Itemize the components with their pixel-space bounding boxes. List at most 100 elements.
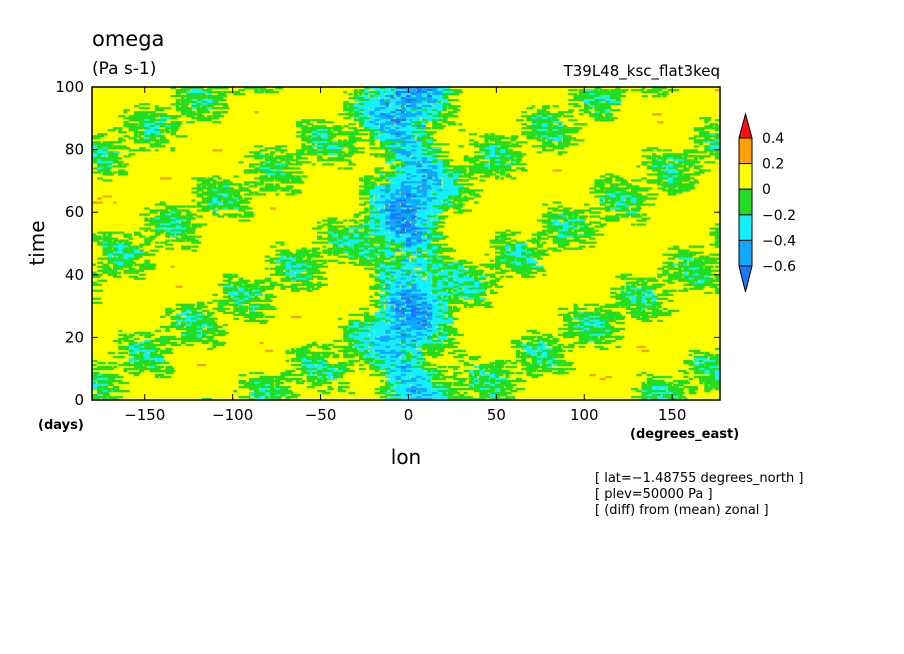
field-cell [495,245,504,248]
field-cell [557,143,570,146]
field-cell [290,163,302,166]
field-cell [620,197,627,200]
field-cell [406,319,413,322]
field-cell [406,231,414,234]
field-cell [395,133,404,136]
field-cell [489,241,501,244]
field-cell [479,271,484,274]
field-cell [411,153,419,156]
field-cell [400,183,405,186]
field-cell [102,269,115,272]
field-cell [615,311,621,314]
field-cell [631,297,640,300]
field-cell [238,197,243,200]
field-cell [269,167,278,170]
field-cell [139,115,146,118]
field-cell [311,269,321,272]
field-cell [395,163,406,166]
field-cell [421,151,427,154]
field-cell [552,121,563,124]
field-cell [542,121,552,124]
field-cell [212,187,219,190]
field-cell [379,273,391,276]
field-cell [406,305,417,308]
field-cell [625,307,632,310]
field-cell [437,215,449,218]
field-cell [154,217,165,220]
field-cell [484,253,489,256]
field-cell [416,181,425,184]
field-cell [160,139,169,142]
field-cell [379,245,389,248]
field-cell [411,93,417,96]
field-cell [212,191,222,194]
field-cell [154,231,165,234]
field-cell [442,165,450,168]
field-cell [468,267,476,270]
field-cell [416,275,425,278]
field-cell [374,239,381,242]
field-cell [390,111,399,114]
field-cell [416,161,421,164]
field-cell [400,285,410,288]
field-cell [557,223,567,226]
field-cell [217,87,229,90]
field-cell [432,265,441,268]
field-cell [657,273,664,276]
field-cell [369,125,376,128]
field-cell [379,225,388,228]
field-cell [474,287,480,290]
field-cell [500,257,506,260]
field-cell [128,269,139,272]
field-cell [604,189,611,192]
field-cell [578,319,589,322]
field-cell [369,207,374,210]
field-cell [416,289,422,292]
field-cell [186,305,194,308]
field-cell [542,129,549,132]
field-cell [510,243,516,246]
field-cell [92,263,96,266]
field-cell [196,301,205,304]
field-cell [709,141,718,144]
field-cell [479,149,485,152]
field-cell [610,189,619,192]
field-cell [406,237,415,240]
field-cell [311,249,318,252]
field-cell [672,167,677,170]
field-cell [338,167,343,170]
field-cell [133,231,141,234]
field-cell [102,145,113,148]
field-cell [390,267,403,270]
field-cell [432,271,438,274]
field-cell [259,175,269,178]
field-cell [201,325,207,329]
field-cell [510,261,520,264]
field-cell [196,93,201,96]
field-cell [400,205,408,208]
field-cell [667,191,674,194]
field-cell [385,277,393,280]
field-cell [432,169,438,172]
field-cell [437,167,443,170]
field-cell [238,189,245,192]
field-cell [442,95,448,98]
field-cell [92,289,104,292]
field-cell [395,311,405,314]
field-cell [395,249,402,252]
field-cell [385,187,394,190]
field-cell [667,181,677,184]
field-cell [139,133,147,136]
field-cell [212,117,220,120]
field-cell [641,299,646,302]
field-cell [102,231,112,234]
field-cell [400,161,410,164]
field-cell [280,267,289,270]
field-cell [573,223,579,226]
field-cell [479,155,485,158]
field-cell [583,241,589,244]
field-cell [416,285,425,288]
field-cell [269,273,282,276]
field-cell [662,155,674,158]
field-cell [275,283,284,286]
